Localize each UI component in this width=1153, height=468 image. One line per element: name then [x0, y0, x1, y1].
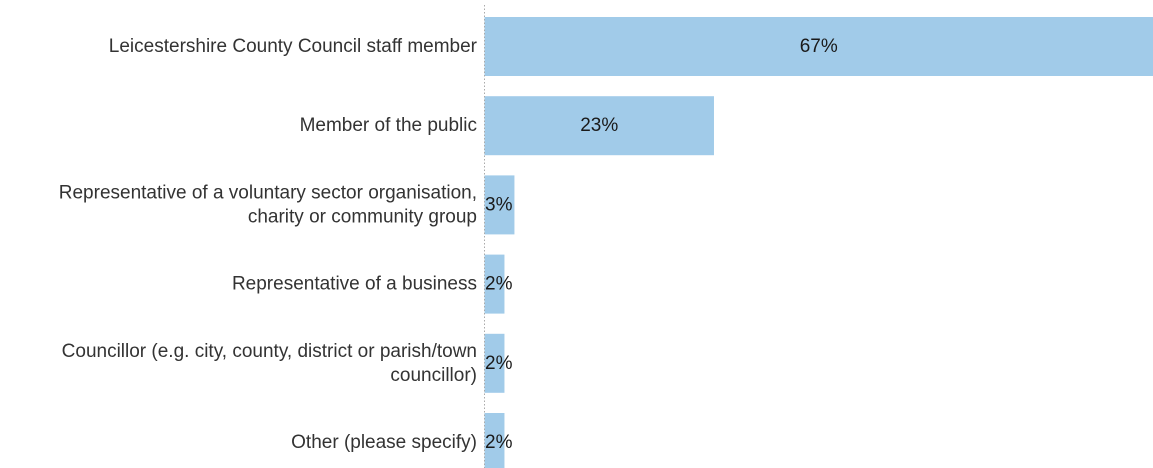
bar-4: [484, 333, 505, 393]
data-label-4: 2%: [485, 353, 513, 374]
category-label-5: Other (please specify): [291, 432, 477, 453]
category-label-line: Leicestershire County Council staff memb…: [109, 36, 478, 57]
data-label-3: 2%: [485, 274, 513, 295]
data-label-2: 3%: [485, 194, 513, 215]
category-label-line: Councillor (e.g. city, county, district …: [62, 341, 477, 362]
data-label-0: 67%: [800, 36, 838, 57]
category-label-2: Representative of a voluntary sector org…: [59, 182, 477, 227]
bar-5: [484, 413, 505, 468]
bar-0: [484, 17, 1153, 76]
category-label-line: councillor): [390, 365, 477, 386]
category-label-line: Other (please specify): [291, 432, 477, 453]
category-label-4: Councillor (e.g. city, county, district …: [62, 341, 477, 386]
category-label-3: Representative of a business: [232, 274, 477, 295]
category-label-0: Leicestershire County Council staff memb…: [109, 36, 478, 57]
bars-layer: [484, 17, 1153, 468]
bar-3: [484, 254, 505, 314]
labels-layer: 67% Leicestershire County Council staff m…: [59, 36, 838, 453]
category-label-line: Representative of a business: [232, 274, 477, 295]
category-label-line: Representative of a voluntary sector org…: [59, 182, 477, 203]
data-label-5: 2%: [485, 432, 513, 453]
bar-2: [484, 175, 515, 235]
category-label-line: charity or community group: [248, 206, 477, 227]
data-label-1: 23%: [580, 115, 618, 136]
category-label-line: Member of the public: [300, 115, 477, 136]
bar-1: [484, 96, 714, 156]
category-label-1: Member of the public: [300, 115, 477, 136]
